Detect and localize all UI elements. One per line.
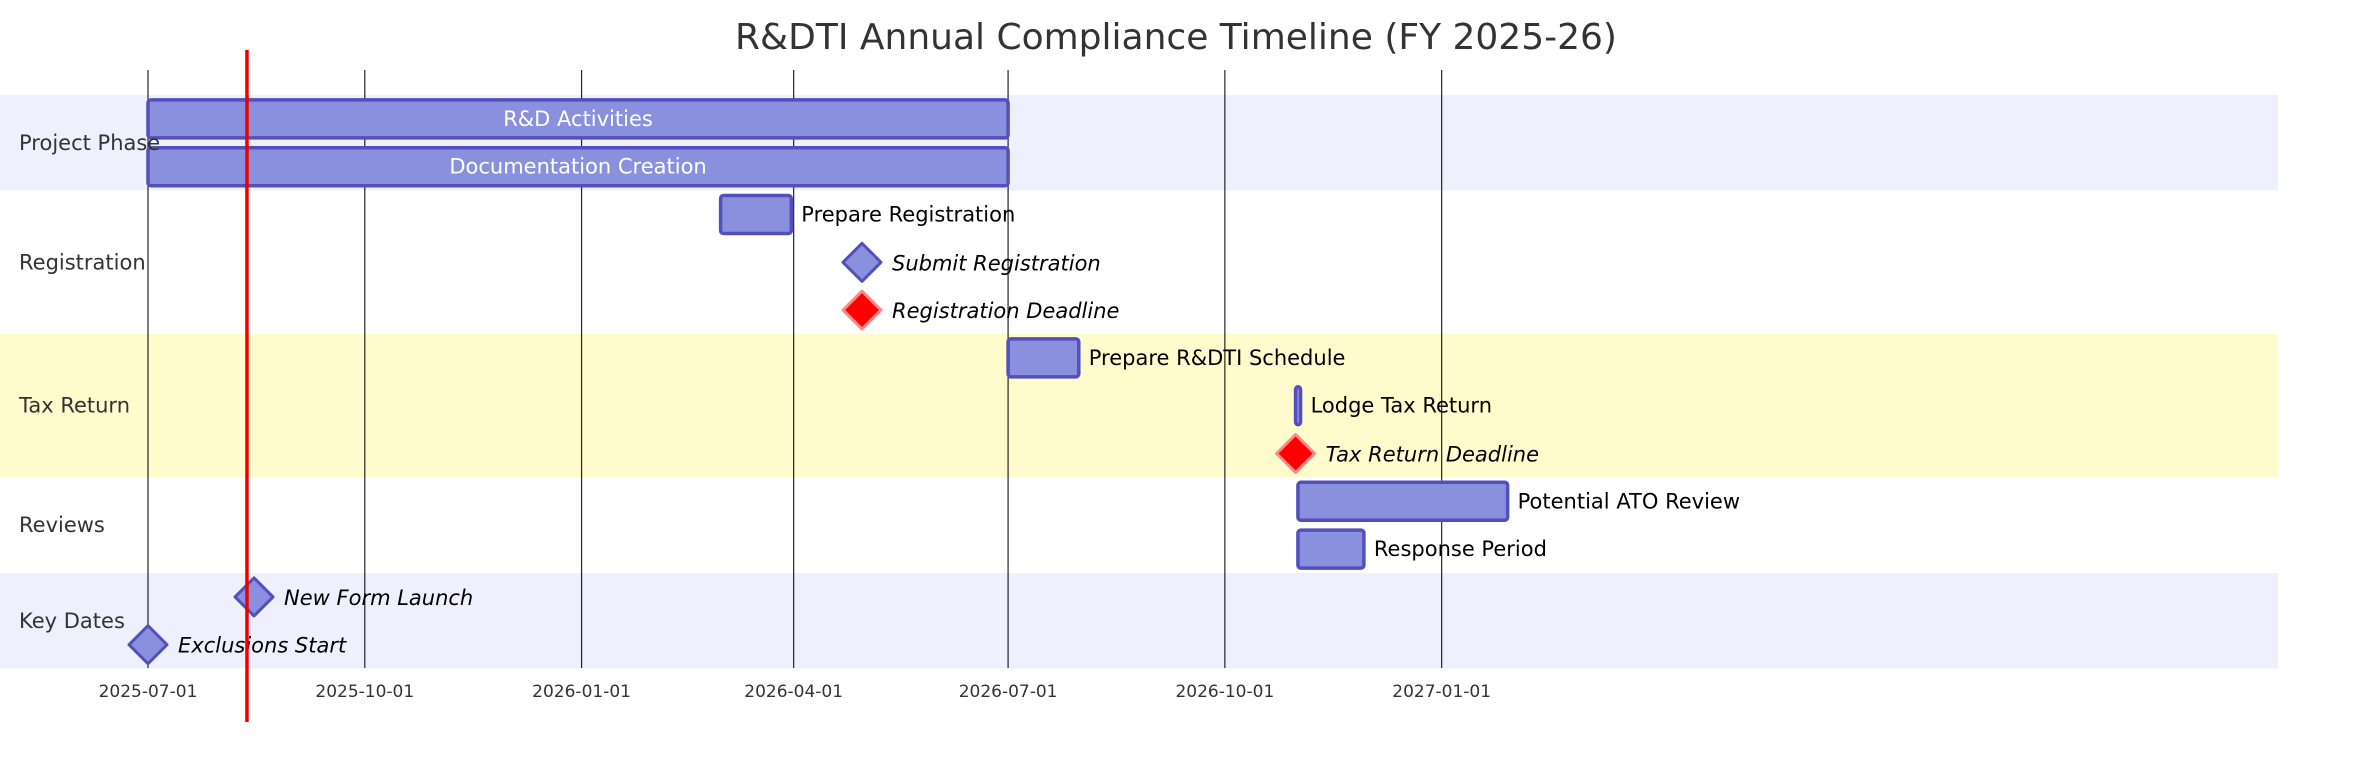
milestone-label: Tax Return Deadline [1326, 443, 1539, 467]
milestone-label: Registration Deadline [892, 299, 1119, 323]
task-label: Response Period [1374, 537, 1547, 561]
x-tick-label: 2027-01-01 [1392, 682, 1491, 702]
section-band [0, 190, 2278, 334]
section-label: Tax Return [18, 394, 130, 418]
x-tick-label: 2026-10-01 [1175, 682, 1274, 702]
task-label: Documentation Creation [449, 155, 706, 179]
chart-title: R&DTI Annual Compliance Timeline (FY 202… [735, 17, 1617, 58]
task-bar [146, 145, 1010, 188]
milestone-label: New Form Launch [284, 586, 473, 610]
section-label: Registration [19, 250, 146, 274]
task-bar [1296, 528, 1366, 570]
milestone-marker [233, 576, 275, 618]
task-bar [1293, 384, 1303, 427]
section-label: Key Dates [19, 609, 125, 633]
task-label: Prepare Registration [801, 203, 1015, 227]
x-tick-label: 2026-04-01 [744, 682, 843, 702]
x-tick-label: 2025-10-01 [315, 682, 414, 702]
milestone-marker [127, 624, 169, 666]
task-bar [718, 193, 794, 236]
milestone-label: Submit Registration [892, 251, 1101, 275]
section-bands [0, 95, 2278, 669]
section-label: Reviews [19, 513, 105, 537]
x-tick-label: 2026-01-01 [532, 682, 631, 702]
tasks: R&D Activities Documentation Creation Prep… [127, 98, 1740, 666]
milestone-label: Exclusions Start [178, 634, 347, 658]
critical-milestone-marker [1275, 433, 1317, 474]
x-tick-label: 2026-07-01 [959, 682, 1058, 702]
x-axis-ticks: 2025-07-01 2025-10-01 2026-01-01 2026-04-01… [99, 682, 1491, 702]
section-band [0, 477, 2278, 573]
task-bar [1006, 337, 1081, 379]
critical-milestone-marker [841, 289, 883, 331]
section-band [0, 334, 2278, 478]
task-bar [1296, 480, 1510, 523]
task-label: Potential ATO Review [1518, 489, 1740, 513]
section-label: Project Phase [19, 131, 160, 155]
section-band [0, 573, 2278, 669]
milestone-marker [841, 241, 883, 283]
task-label: R&D Activities [503, 107, 653, 131]
task-bar [146, 98, 1010, 140]
task-label: Prepare R&DTI Schedule [1089, 346, 1346, 370]
section-labels: Project Phase Registration Tax Return Revie… [18, 131, 160, 633]
x-tick-label: 2025-07-01 [99, 682, 198, 702]
task-label: Lodge Tax Return [1311, 394, 1492, 418]
